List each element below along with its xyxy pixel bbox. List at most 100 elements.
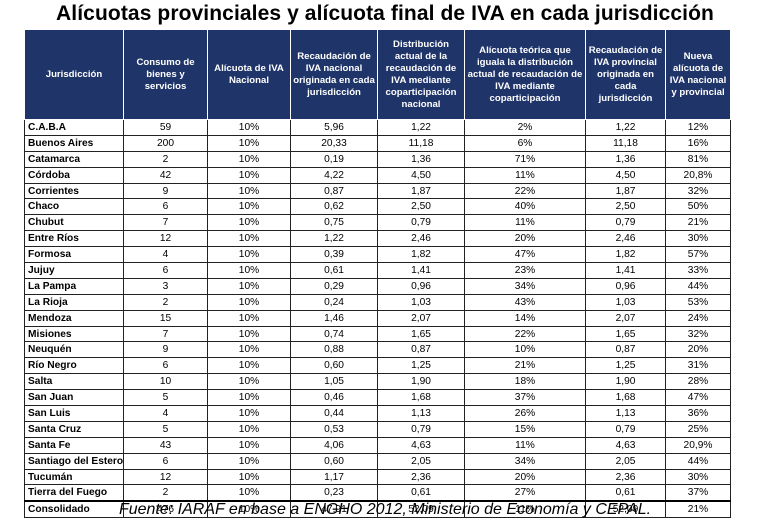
table-body: C.A.B.A 59 10% 5,96 1,22 2% 1,22 12% Buenos Aire… (24, 119, 731, 519)
table-row: Corrientes 9 10% 0,87 1,87 22% 1,87 32% (24, 182, 731, 200)
value-cell: 43 (123, 436, 208, 454)
value-cell: 1,17 (290, 468, 378, 486)
value-cell: 0,79 (585, 214, 666, 232)
value-cell: 20,8% (665, 166, 731, 184)
value-cell: 10% (207, 262, 291, 279)
value-cell: 10% (207, 389, 291, 407)
jurisdiction-cell: Santa Cruz (24, 420, 124, 438)
value-cell: 10% (207, 214, 291, 232)
jurisdiction-cell: Consolidado (24, 500, 124, 519)
value-cell: 2,05 (585, 452, 666, 470)
value-cell: 2,46 (585, 230, 666, 248)
value-cell: 1,22 (585, 119, 666, 136)
value-cell: 28% (665, 373, 731, 391)
value-cell: 9 (123, 182, 208, 200)
value-cell: 0,60 (290, 452, 378, 470)
value-cell: 2 (123, 293, 208, 311)
value-cell: 1,36 (585, 150, 666, 168)
jurisdiction-cell: Tucumán (24, 468, 124, 486)
value-cell: 15% (464, 420, 586, 438)
value-cell: 10% (207, 484, 291, 502)
value-cell: 21% (665, 500, 731, 519)
jurisdiction-cell: San Luis (24, 405, 124, 422)
value-cell: 37% (665, 484, 731, 502)
value-cell: 20% (464, 468, 586, 486)
value-cell: 10% (207, 357, 291, 375)
table-row: Mendoza 15 10% 1,46 2,07 14% 2,07 24% (24, 309, 731, 327)
value-cell: 27% (464, 484, 586, 502)
value-cell: 43% (464, 293, 586, 311)
table-row: Entre Ríos 12 10% 1,22 2,46 20% 2,46 30% (24, 230, 731, 248)
value-cell: 1,90 (585, 373, 666, 391)
value-cell: 47% (464, 246, 586, 264)
value-cell: 36% (665, 405, 731, 422)
value-cell: 20% (464, 230, 586, 248)
value-cell: 0,60 (290, 357, 378, 375)
value-cell: 33% (665, 262, 731, 279)
value-cell: 1,82 (377, 246, 465, 264)
jurisdiction-cell: Corrientes (24, 182, 124, 200)
value-cell: 10% (207, 373, 291, 391)
source-note: Fuente: IARAF en base a ENGHO 2012, Mini… (118, 501, 652, 518)
jurisdiction-cell: Neuquén (24, 341, 124, 359)
value-cell: 1,22 (290, 230, 378, 248)
table-row: Salta 10 10% 1,05 1,90 18% 1,90 28% (24, 373, 731, 391)
value-cell: 1,46 (290, 309, 378, 327)
value-cell: 2,07 (585, 309, 666, 327)
jurisdiction-cell: Río Negro (24, 357, 124, 375)
value-cell: 4 (123, 246, 208, 264)
column-header: Alícuota teórica que iguala la distribuc… (464, 29, 586, 120)
jurisdiction-cell: La Pampa (24, 277, 124, 295)
value-cell: 53% (665, 293, 731, 311)
table-row: Córdoba 42 10% 4,22 4,50 11% 4,50 20,8% (24, 166, 731, 184)
value-cell: 1,87 (585, 182, 666, 200)
value-cell: 5,96 (290, 119, 378, 136)
value-cell: 4 (123, 405, 208, 422)
value-cell: 0,74 (290, 325, 378, 343)
jurisdiction-cell: Santa Fe (24, 436, 124, 454)
value-cell: 11% (464, 166, 586, 184)
table-row: La Pampa 3 10% 0,29 0,96 34% 0,96 44% (24, 277, 731, 295)
jurisdiction-cell: San Juan (24, 389, 124, 407)
value-cell: 24% (665, 309, 731, 327)
jurisdiction-cell: Entre Ríos (24, 230, 124, 248)
value-cell: 57% (665, 246, 731, 264)
value-cell: 21% (665, 214, 731, 232)
jurisdiction-cell: Chaco (24, 198, 124, 216)
value-cell: 1,68 (585, 389, 666, 407)
value-cell: 3 (123, 277, 208, 295)
value-cell: 0,96 (585, 277, 666, 295)
value-cell: 1,41 (377, 262, 465, 279)
value-cell: 10% (207, 277, 291, 295)
value-cell: 31% (665, 357, 731, 375)
value-cell: 12 (123, 468, 208, 486)
value-cell: 476 (123, 500, 208, 519)
value-cell: 30% (665, 230, 731, 248)
table-row: Buenos Aires 200 10% 20,33 11,18 6% 11,18 16% (24, 134, 731, 152)
value-cell: 1,87 (377, 182, 465, 200)
value-cell: 42 (123, 166, 208, 184)
table-row: Santa Cruz 5 10% 0,53 0,79 15% 0,79 25% (24, 420, 731, 438)
value-cell: 21% (464, 357, 586, 375)
value-cell: 52,09 (585, 500, 666, 519)
column-header: Nueva alícuota de IVA nacional y provinc… (665, 29, 731, 120)
value-cell: 0,23 (290, 484, 378, 502)
value-cell: 10% (207, 452, 291, 470)
value-cell: 1,22 (377, 119, 465, 136)
value-cell: 10% (207, 325, 291, 343)
value-cell: 1,25 (585, 357, 666, 375)
value-cell: 10% (207, 198, 291, 216)
value-cell: 0,87 (585, 341, 666, 359)
value-cell: 5 (123, 420, 208, 438)
value-cell: 1,82 (585, 246, 666, 264)
value-cell: 10% (207, 230, 291, 248)
value-cell: 4,50 (585, 166, 666, 184)
jurisdiction-cell: La Rioja (24, 293, 124, 311)
value-cell: 20,33 (290, 134, 378, 152)
value-cell: 34% (464, 452, 586, 470)
value-cell: 7 (123, 214, 208, 232)
value-cell: 6% (464, 134, 586, 152)
table-title: Alícuotas provinciales y alícuota final … (56, 2, 714, 25)
value-cell: 2% (464, 119, 586, 136)
value-cell: 32% (665, 182, 731, 200)
